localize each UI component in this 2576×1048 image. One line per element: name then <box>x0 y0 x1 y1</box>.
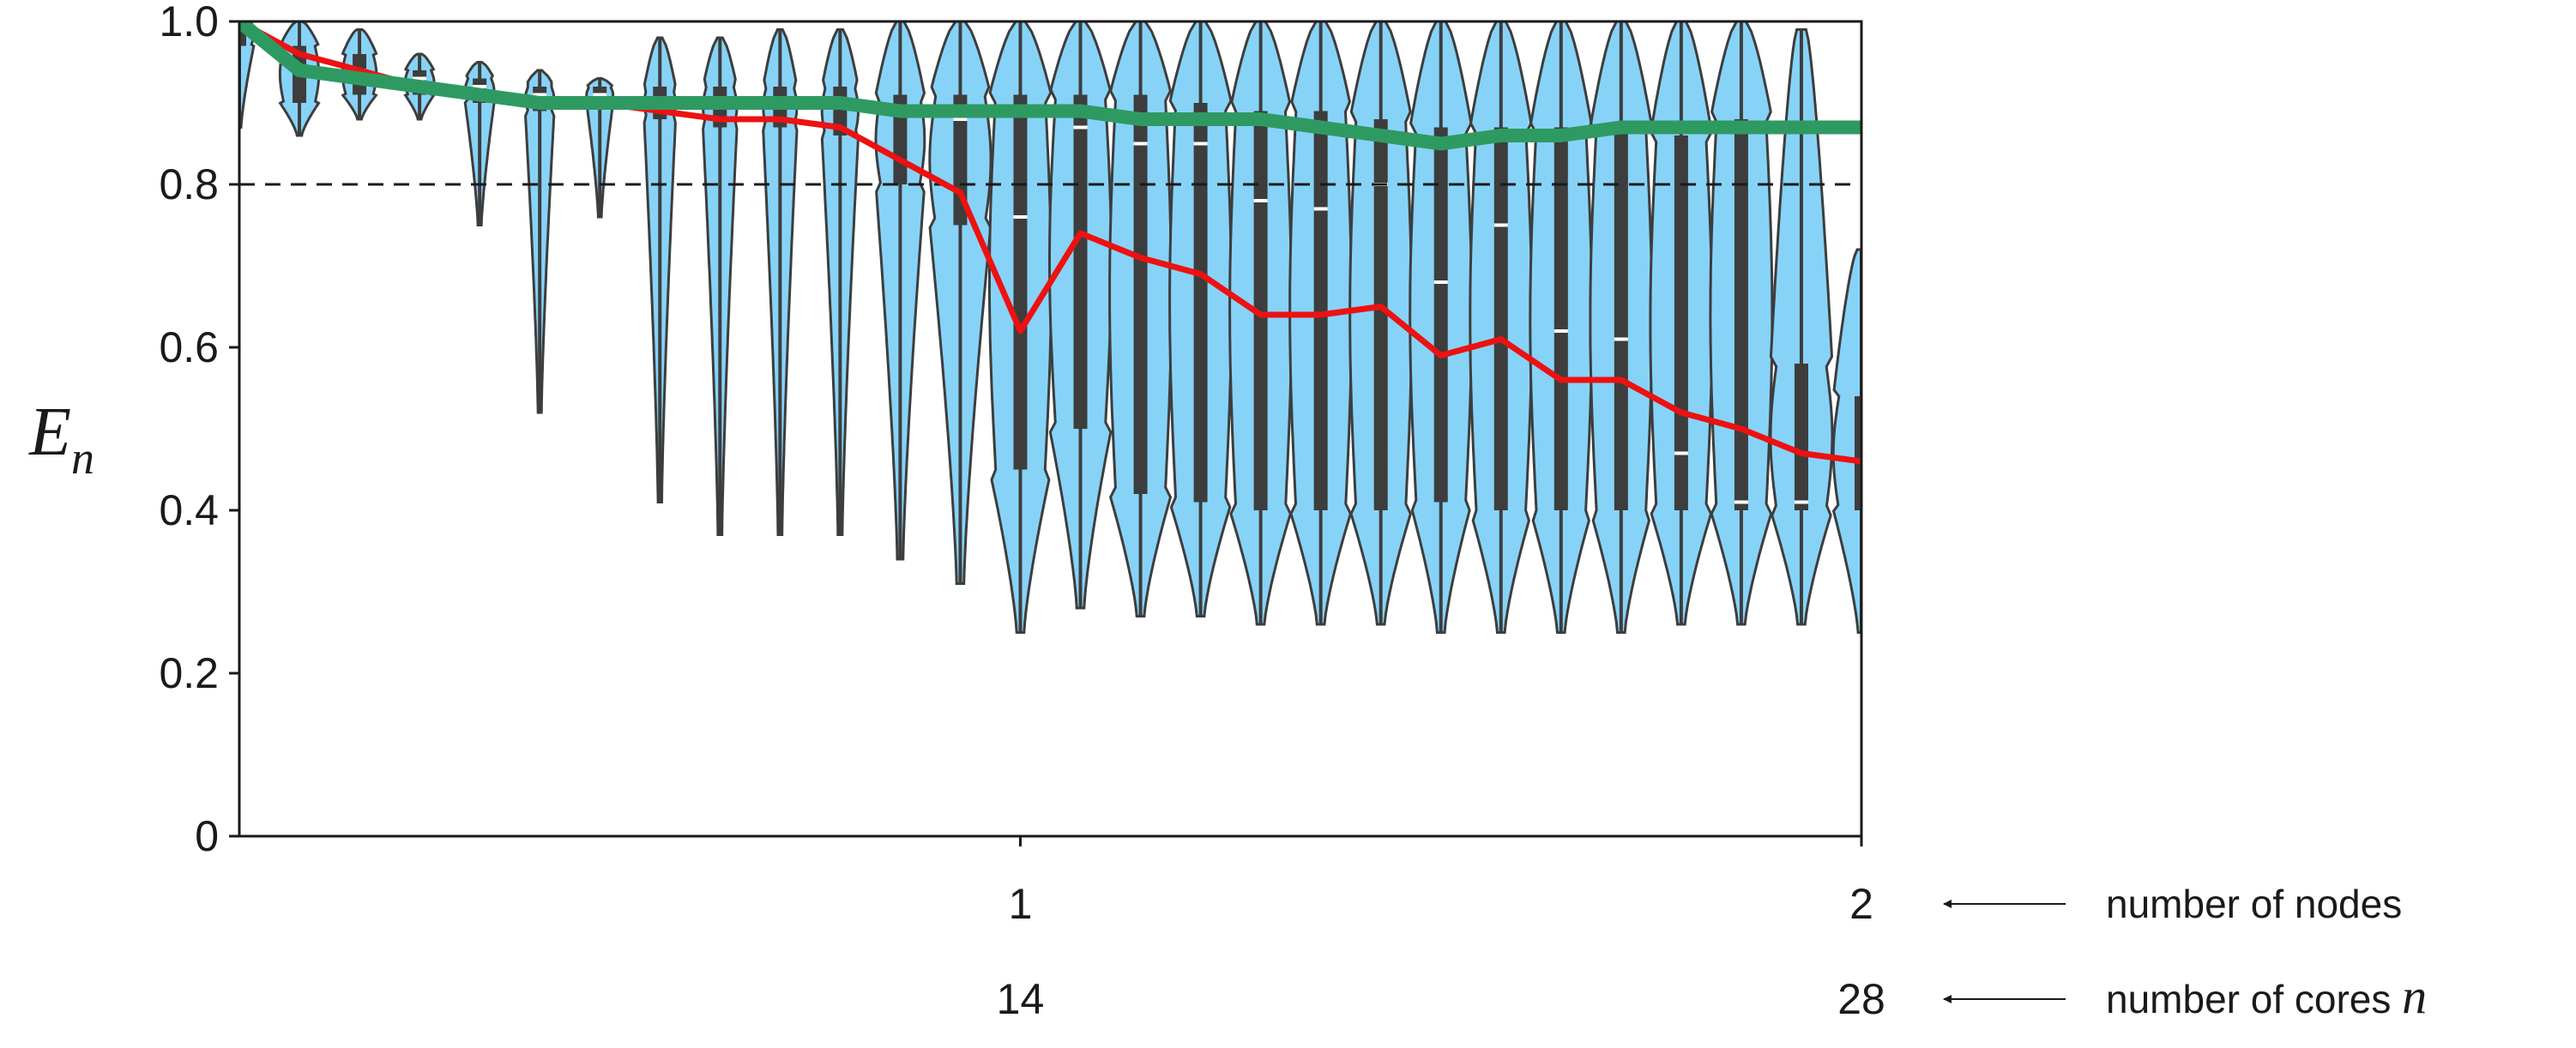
violin-box-14 <box>1013 94 1028 470</box>
x-row-label: number of nodes <box>2106 882 2402 926</box>
x-tick-label: 1 <box>1009 880 1033 928</box>
green-series-line <box>239 21 1861 151</box>
violin-box-16 <box>1133 94 1148 494</box>
plot-frame <box>238 20 1863 838</box>
violin-box-24 <box>1614 127 1628 510</box>
violin-box-1 <box>239 21 246 46</box>
violin-box-26 <box>1734 119 1748 510</box>
x-tick-label: 28 <box>1837 975 1885 1023</box>
violin-box-23 <box>1553 127 1568 510</box>
violin-box-25 <box>1674 136 1688 510</box>
violin-box-19 <box>1313 111 1328 510</box>
violin-box-28 <box>1855 396 1861 510</box>
x-tick-label: 14 <box>997 975 1045 1023</box>
x-row-label-math: n <box>2402 968 2427 1024</box>
violin-28 <box>1831 248 1861 634</box>
y-axis-title-subscript: n <box>71 432 94 484</box>
violin-box-21 <box>1433 127 1448 503</box>
violin-box-15 <box>1073 94 1088 429</box>
y-tick-label: 0.4 <box>159 486 219 534</box>
violin-1 <box>239 21 256 129</box>
series-lines <box>239 21 1861 465</box>
y-tick-label: 0.2 <box>159 649 219 697</box>
violin-box-22 <box>1493 127 1508 510</box>
x-tick-label: 2 <box>1849 880 1873 928</box>
y-tick-label: 1.0 <box>159 0 219 45</box>
violin-box-17 <box>1193 103 1208 503</box>
y-tick-label: 0.6 <box>159 323 219 371</box>
y-axis-title: En <box>28 395 94 484</box>
violin-box-27 <box>1794 364 1808 510</box>
y-tick-label: 0.8 <box>159 160 219 208</box>
x-axis-rows: 1 2 number of nodes 14 28 number of cores n <box>997 836 2427 1024</box>
y-axis: 0 0.2 0.4 0.6 0.8 1.0 <box>159 0 239 860</box>
violin-group <box>239 21 1861 634</box>
x-row-label: number of cores n <box>2106 968 2427 1024</box>
violin-box-20 <box>1373 119 1388 510</box>
violin-box-18 <box>1253 111 1268 510</box>
y-tick-label: 0 <box>195 812 219 860</box>
